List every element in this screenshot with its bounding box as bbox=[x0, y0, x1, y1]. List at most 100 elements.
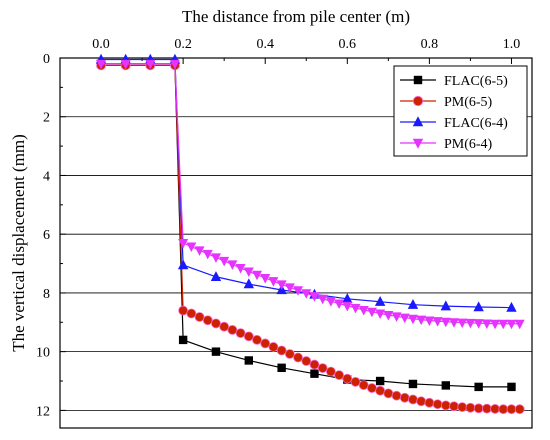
data-point-3-12 bbox=[243, 267, 254, 277]
data-point-1-9 bbox=[219, 321, 230, 332]
data-point-0-13 bbox=[474, 382, 483, 392]
data-point-3-44 bbox=[506, 319, 517, 330]
legend-marker-3 bbox=[412, 138, 424, 149]
data-point-3-13 bbox=[252, 270, 263, 281]
legend-label-1: PM(6-5) bbox=[444, 95, 493, 110]
data-point-0-8 bbox=[310, 369, 319, 378]
data-point-2-13 bbox=[473, 301, 484, 312]
data-point-2-14 bbox=[506, 301, 517, 312]
data-point-3-15 bbox=[268, 277, 279, 287]
data-point-3-1 bbox=[120, 59, 131, 70]
data-point-1-16 bbox=[276, 345, 287, 356]
data-point-2-12 bbox=[440, 300, 452, 311]
data-point-3-5 bbox=[186, 242, 197, 253]
series-pm-6-4 bbox=[96, 59, 525, 330]
data-point-1-41 bbox=[481, 403, 492, 414]
data-point-1-40 bbox=[473, 403, 484, 414]
legend-label-0: FLAC(6-5) bbox=[444, 74, 508, 89]
data-point-1-26 bbox=[358, 380, 369, 391]
data-point-1-42 bbox=[490, 404, 500, 414]
data-point-2-5 bbox=[210, 271, 222, 281]
data-point-2-11 bbox=[407, 298, 419, 309]
data-point-3-43 bbox=[498, 319, 509, 330]
data-point-3-19 bbox=[301, 289, 312, 299]
data-point-3-10 bbox=[227, 260, 238, 270]
data-point-3-18 bbox=[293, 286, 304, 296]
data-point-1-36 bbox=[440, 400, 451, 411]
data-point-1-15 bbox=[268, 342, 279, 352]
axes: 0.0 0.2 0.4 0.6 0.8 1.0 0 2 4 6 8 10 12 bbox=[36, 37, 520, 419]
data-point-1-14 bbox=[260, 338, 271, 349]
data-point-3-0 bbox=[96, 59, 107, 70]
y-tick-label-6: 12 bbox=[36, 404, 50, 419]
data-point-3-6 bbox=[194, 246, 205, 256]
data-point-1-22 bbox=[325, 366, 336, 377]
data-point-1-29 bbox=[383, 388, 394, 399]
data-point-3-29 bbox=[383, 310, 394, 321]
data-point-1-7 bbox=[202, 315, 213, 326]
y-tick-label-3: 6 bbox=[43, 228, 50, 243]
data-point-1-38 bbox=[457, 402, 468, 413]
data-point-1-37 bbox=[449, 401, 459, 412]
data-point-3-41 bbox=[481, 319, 492, 329]
data-point-1-45 bbox=[514, 404, 525, 415]
data-point-2-10 bbox=[374, 296, 386, 306]
data-point-3-39 bbox=[465, 318, 476, 329]
data-point-1-35 bbox=[432, 399, 443, 410]
legend-label-2: FLAC(6-4) bbox=[444, 116, 508, 131]
data-point-3-22 bbox=[325, 297, 336, 307]
data-point-3-38 bbox=[457, 318, 468, 329]
data-point-3-32 bbox=[407, 314, 418, 325]
data-point-2-6 bbox=[243, 278, 254, 289]
legend-marker-2 bbox=[412, 116, 424, 127]
data-point-1-10 bbox=[227, 325, 238, 335]
data-point-3-20 bbox=[309, 292, 320, 302]
data-point-1-34 bbox=[424, 397, 435, 408]
data-point-2-9 bbox=[342, 293, 353, 303]
data-point-3-37 bbox=[449, 318, 460, 328]
x-tick-label-4: 0.8 bbox=[421, 37, 439, 52]
data-point-3-28 bbox=[375, 309, 386, 319]
data-point-0-12 bbox=[441, 381, 451, 390]
data-point-1-27 bbox=[367, 383, 377, 393]
data-point-3-26 bbox=[358, 305, 369, 316]
data-point-3-4 bbox=[178, 239, 189, 249]
data-point-1-39 bbox=[465, 402, 476, 413]
data-point-3-31 bbox=[399, 313, 410, 324]
legend-marker-0 bbox=[413, 75, 423, 85]
data-point-1-28 bbox=[375, 385, 386, 396]
data-point-1-23 bbox=[334, 370, 344, 381]
data-point-3-33 bbox=[416, 315, 427, 326]
data-point-1-17 bbox=[284, 349, 295, 359]
data-point-3-17 bbox=[284, 283, 295, 293]
data-point-3-14 bbox=[260, 273, 271, 284]
data-point-3-11 bbox=[235, 263, 246, 274]
data-point-3-40 bbox=[473, 319, 484, 329]
data-point-1-21 bbox=[317, 363, 328, 373]
y-tick-label-0: 0 bbox=[43, 52, 50, 67]
series-pm-6-5 bbox=[96, 60, 525, 415]
data-point-3-23 bbox=[334, 299, 345, 309]
data-point-3-2 bbox=[145, 59, 156, 70]
data-point-1-19 bbox=[301, 356, 312, 366]
data-point-3-34 bbox=[424, 316, 435, 327]
data-point-3-42 bbox=[490, 319, 501, 330]
data-point-1-12 bbox=[243, 331, 254, 342]
data-point-1-31 bbox=[399, 392, 410, 403]
legend: FLAC(6-5) PM(6-5) FLAC(6-4) PM(6-4) bbox=[393, 65, 528, 157]
data-point-0-11 bbox=[408, 379, 418, 389]
x-tick-label-2: 0.4 bbox=[256, 37, 274, 52]
data-point-3-24 bbox=[342, 301, 353, 312]
series-line-3 bbox=[101, 63, 520, 325]
data-point-1-8 bbox=[211, 318, 221, 329]
data-point-3-9 bbox=[219, 256, 230, 267]
x-tick-label-5: 1.0 bbox=[503, 37, 521, 52]
y-axis-label: The vertical displacement (mm) bbox=[9, 134, 28, 352]
data-point-1-32 bbox=[408, 394, 418, 405]
data-point-3-7 bbox=[202, 249, 213, 260]
data-point-0-10 bbox=[375, 376, 385, 386]
data-point-3-35 bbox=[432, 317, 443, 327]
data-point-0-14 bbox=[507, 382, 516, 392]
